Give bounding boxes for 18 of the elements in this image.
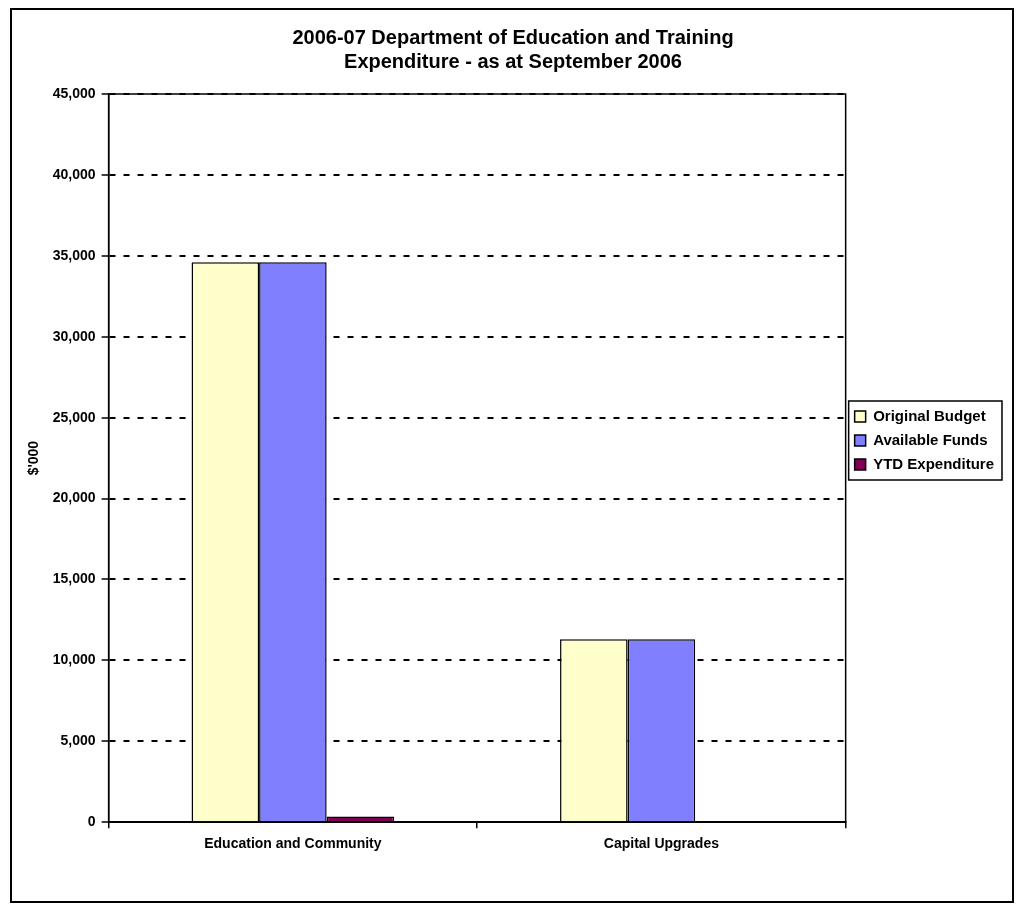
x-tick-label: Education and Community xyxy=(204,835,382,852)
text: 2006-07 Department of Education and Training xyxy=(292,25,734,48)
y-tick-label: 15,000 xyxy=(52,570,96,587)
legend-label: YTD Expenditure xyxy=(873,454,995,472)
y-tick-label: 45,000 xyxy=(52,84,96,101)
y-tick-label: 40,000 xyxy=(52,165,96,182)
x-tick-label: Capital Upgrades xyxy=(603,835,720,852)
y-tick-label: 35,000 xyxy=(52,246,96,263)
y-tick-label: 10,000 xyxy=(52,651,96,668)
y-tick-label: 20,000 xyxy=(52,489,96,506)
y-axis-title: $'000 xyxy=(25,440,42,476)
y-tick-label: 5,000 xyxy=(60,732,96,749)
y-tick-label: 30,000 xyxy=(52,327,96,344)
text: Expenditure - as at September 2006 xyxy=(344,49,682,72)
legend-label: Original Budget xyxy=(873,406,986,424)
y-tick-label: 25,000 xyxy=(52,408,96,425)
y-tick-label: 0 xyxy=(87,813,96,830)
legend-label: Available Funds xyxy=(873,430,988,448)
